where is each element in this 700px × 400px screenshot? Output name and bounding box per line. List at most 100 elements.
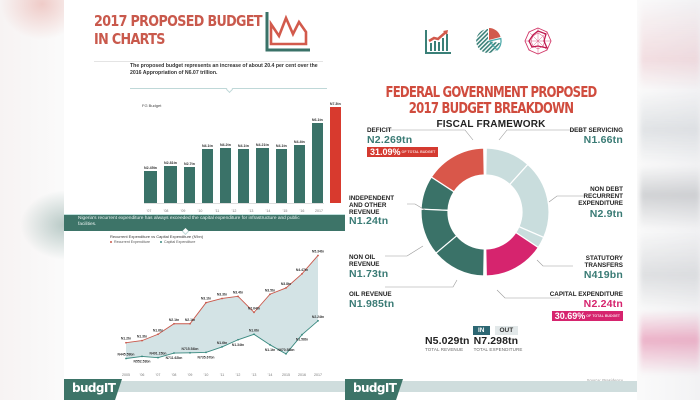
title-line: 2017 BUDGET BREAKDOWN	[408, 99, 574, 117]
data-point	[285, 287, 287, 289]
point-label: N735.67bn	[198, 355, 215, 359]
data-point	[253, 311, 255, 314]
pct-note: OF TOTAL BUDGET	[586, 314, 620, 319]
label-name: STATUTORY	[585, 255, 623, 262]
point-label: N3.5tn	[265, 288, 275, 292]
donut-segment	[430, 147, 485, 193]
pct-value: 31.09%	[370, 146, 401, 157]
bar	[255, 147, 269, 203]
data-point	[125, 341, 127, 344]
data-point	[285, 352, 287, 355]
point-label: N2.1tn	[169, 318, 179, 322]
bar-group: N2.7tn	[183, 98, 195, 203]
x-tick-label: '13	[248, 209, 254, 213]
fiscal-framework-donut-chart	[420, 147, 550, 277]
point-label: N2.24tn	[312, 315, 324, 319]
label-name: REVENUE	[349, 208, 380, 216]
bar-group: N2.81tn	[163, 98, 177, 203]
deficit-percentage-badge: 31.09%OF TOTAL BUDGET	[367, 146, 439, 157]
label-value: N1.66tn	[583, 133, 623, 146]
data-point	[301, 333, 303, 336]
bar	[144, 170, 157, 203]
bar-value-label: N4.21tn	[255, 142, 269, 147]
data-point	[205, 301, 207, 304]
x-tick-label: '09	[188, 373, 193, 377]
label-name: RECURRENT	[583, 192, 623, 200]
point-label: N3.1tn	[201, 297, 211, 301]
bar-value-label: N4.1tn	[201, 144, 213, 149]
point-label: N3.8tn	[281, 282, 291, 286]
x-tick-label: '16	[299, 209, 305, 213]
donut-segment	[420, 208, 458, 255]
label-value: N1.985tn	[349, 297, 395, 310]
pct-note: OF TOTAL BUDGET	[401, 150, 436, 155]
bar	[293, 145, 305, 203]
legend-item: Capital Expenditure	[159, 240, 196, 244]
total-expenditure-value: N7.298tn	[473, 335, 519, 347]
point-label: N1.58tn	[296, 338, 308, 342]
out-tag: OUT	[494, 326, 519, 335]
legend-dot-icon	[110, 241, 112, 244]
data-point	[317, 319, 319, 322]
bar-value-label: N2.7tn	[183, 162, 195, 167]
point-label: N1.1tn	[265, 348, 275, 352]
x-tick-label: '12	[231, 209, 237, 213]
bar-group: N6.1tn	[311, 98, 323, 203]
x-tick-label: 2015	[282, 373, 290, 377]
x-tick-label: 2016	[298, 373, 306, 377]
donut-segment	[420, 176, 455, 211]
label-name: CAPITAL EXPENDITURE	[549, 291, 623, 298]
chart-title: FG Budget	[142, 103, 162, 108]
bar-value-label: N6.1tn	[311, 117, 323, 122]
label-name: TRANSFERS	[584, 261, 623, 269]
x-tick-label: '09	[180, 209, 186, 213]
bar-group: N4.21tn	[255, 98, 269, 203]
point-label: N1.6tn	[249, 328, 259, 332]
in-tag: IN	[473, 326, 490, 335]
data-point	[157, 356, 159, 359]
point-label: N1.2tn	[121, 337, 131, 341]
donut-segment	[435, 234, 485, 277]
bar	[275, 149, 287, 203]
label-value: N419bn	[583, 268, 623, 281]
section-subtitle: FISCAL FRAMEWORK	[436, 119, 546, 130]
label-name: NON DEBT	[590, 186, 623, 193]
x-tick-label: '08	[172, 373, 177, 377]
title-line: FEDERAL GOVERNMENT PROPOSED	[385, 83, 598, 101]
bar	[201, 149, 213, 203]
label-name: INDEPENDENT	[349, 195, 395, 202]
bar-growth-chart-icon	[425, 30, 451, 54]
label-value: N1.24tn	[349, 215, 389, 228]
data-point	[189, 322, 191, 325]
capital-expenditure-label: CAPITAL EXPENDITURE N2.24tn 30.69%OF TOT…	[549, 291, 623, 322]
insight-banner: Nigeria's recurrent expenditure has alwa…	[64, 214, 345, 231]
point-label: N711.62bn	[166, 356, 183, 360]
data-point	[173, 322, 175, 325]
bar	[163, 166, 177, 203]
point-label: N1.3tn	[137, 335, 147, 339]
gap-area	[126, 255, 318, 359]
data-point	[125, 357, 127, 360]
x-tick-label: '13	[252, 373, 257, 377]
intro-text: The proposed budget represents an increa…	[130, 63, 318, 76]
legend-label: Capital Expenditure	[163, 240, 196, 244]
data-point	[221, 297, 223, 300]
point-label: N2.64tn	[248, 306, 260, 310]
x-tick-label: '12	[236, 373, 241, 377]
legend-label: Recurrent Expenditure	[114, 240, 150, 244]
label-value: N2.269tn	[367, 133, 413, 146]
legend-item: Recurrent Expenditure	[110, 240, 150, 244]
x-tick-label: '07	[146, 209, 152, 213]
data-point	[205, 351, 207, 354]
data-point	[173, 352, 175, 354]
bar-value-label: N2.45tn	[144, 165, 157, 170]
non-oil-revenue-label: NON OIL REVENUE N1.73tn	[349, 254, 389, 280]
data-point	[189, 351, 191, 354]
point-label: N670.58bn	[278, 348, 295, 352]
data-point	[237, 295, 239, 298]
label-value: N1.73tn	[349, 267, 389, 280]
point-label: N445.59bn	[118, 353, 135, 357]
background-blur	[0, 0, 70, 40]
page-title: 2017 PROPOSED BUDGET IN CHARTS	[94, 12, 263, 48]
data-point	[301, 272, 303, 275]
